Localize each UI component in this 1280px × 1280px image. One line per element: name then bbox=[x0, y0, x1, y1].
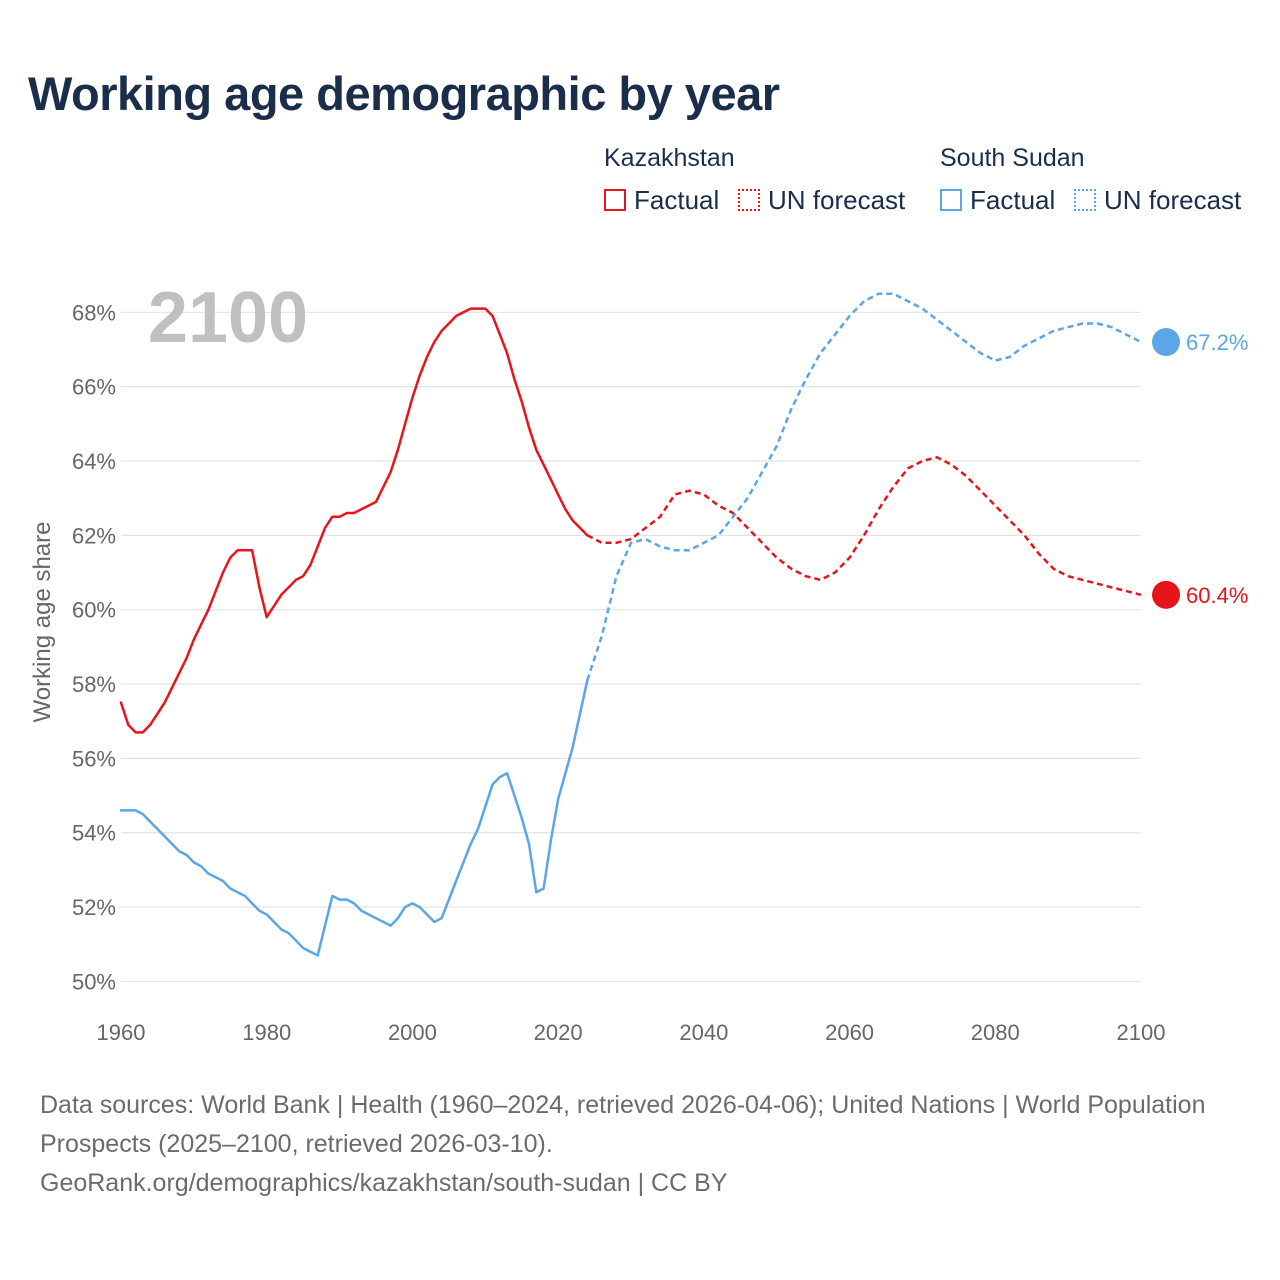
y-axis-ticks: 50% 52% 54% 56% 58% 60% 62% 64% 66% 68% bbox=[72, 300, 116, 994]
legend-kazakhstan-forecast[interactable]: UN forecast bbox=[738, 184, 905, 216]
legend-kazakhstan-factual[interactable]: Factual bbox=[604, 184, 719, 216]
end-markers: 60.4% 67.2% bbox=[1152, 328, 1248, 609]
y-axis-label: Working age share bbox=[29, 522, 56, 723]
x-axis-ticks: 1960 1980 2000 2020 2040 2060 2080 2100 bbox=[97, 1020, 1166, 1045]
gridlines bbox=[121, 311, 1141, 983]
x-tick-label: 1960 bbox=[97, 1020, 146, 1045]
y-tick-label: 52% bbox=[72, 895, 116, 920]
legend-south-sudan-factual-swatch bbox=[940, 189, 962, 211]
x-tick-label: 2060 bbox=[825, 1020, 874, 1045]
y-tick-label: 60% bbox=[72, 598, 116, 623]
legend-country-kazakhstan: Kazakhstan bbox=[604, 144, 735, 172]
legend-south-sudan-factual[interactable]: Factual bbox=[940, 184, 1055, 216]
current-year-label: 2100 bbox=[148, 278, 308, 358]
legend-kazakhstan-factual-label: Factual bbox=[634, 184, 720, 215]
south-sudan-end-label: 67.2% bbox=[1186, 330, 1248, 355]
south-sudan-flag-icon bbox=[1152, 328, 1180, 357]
chart-title: Working age demographic by year bbox=[28, 67, 780, 120]
x-tick-label: 2000 bbox=[388, 1020, 437, 1045]
legend-south-sudan-forecast-swatch bbox=[1074, 189, 1096, 211]
footer-url[interactable]: GeoRank.org/demographics/kazakhstan/sout… bbox=[40, 1169, 728, 1197]
south-sudan-factual-line bbox=[119, 679, 589, 957]
y-tick-label: 64% bbox=[72, 449, 116, 474]
x-tick-label: 2080 bbox=[971, 1020, 1020, 1045]
x-tick-label: 2020 bbox=[534, 1020, 583, 1045]
footer-sources: Data sources: World Bank | Health (1960–… bbox=[40, 1091, 1206, 1158]
x-tick-label: 2040 bbox=[679, 1020, 728, 1045]
series-lines bbox=[119, 292, 1142, 957]
legend-south-sudan-forecast-label: UN forecast bbox=[1104, 184, 1242, 215]
y-tick-label: 62% bbox=[72, 523, 116, 548]
legend-kazakhstan-factual-swatch bbox=[604, 189, 626, 211]
footer: Data sources: World Bank | Health (1960–… bbox=[40, 1086, 1240, 1203]
legend-south-sudan-factual-label: Factual bbox=[970, 184, 1056, 215]
legend-kazakhstan-forecast-label: UN forecast bbox=[768, 184, 906, 215]
y-tick-label: 54% bbox=[72, 821, 116, 846]
legend-kazakhstan-forecast-swatch bbox=[738, 189, 760, 211]
y-tick-label: 50% bbox=[72, 969, 116, 994]
y-tick-label: 58% bbox=[72, 672, 116, 697]
legend-south-sudan-forecast[interactable]: UN forecast bbox=[1074, 184, 1241, 216]
x-tick-label: 1980 bbox=[242, 1020, 291, 1045]
south-sudan-forecast-line bbox=[586, 292, 1142, 681]
y-tick-label: 56% bbox=[72, 746, 116, 771]
kazakhstan-end-label: 60.4% bbox=[1186, 583, 1248, 608]
kazakhstan-forecast-line bbox=[586, 456, 1142, 597]
kazakhstan-flag-icon bbox=[1152, 580, 1180, 609]
x-tick-label: 2100 bbox=[1117, 1020, 1166, 1045]
legend-country-south-sudan: South Sudan bbox=[940, 144, 1085, 172]
y-tick-label: 68% bbox=[72, 300, 116, 325]
kazakhstan-factual-line bbox=[119, 307, 589, 734]
y-tick-label: 66% bbox=[72, 375, 116, 400]
